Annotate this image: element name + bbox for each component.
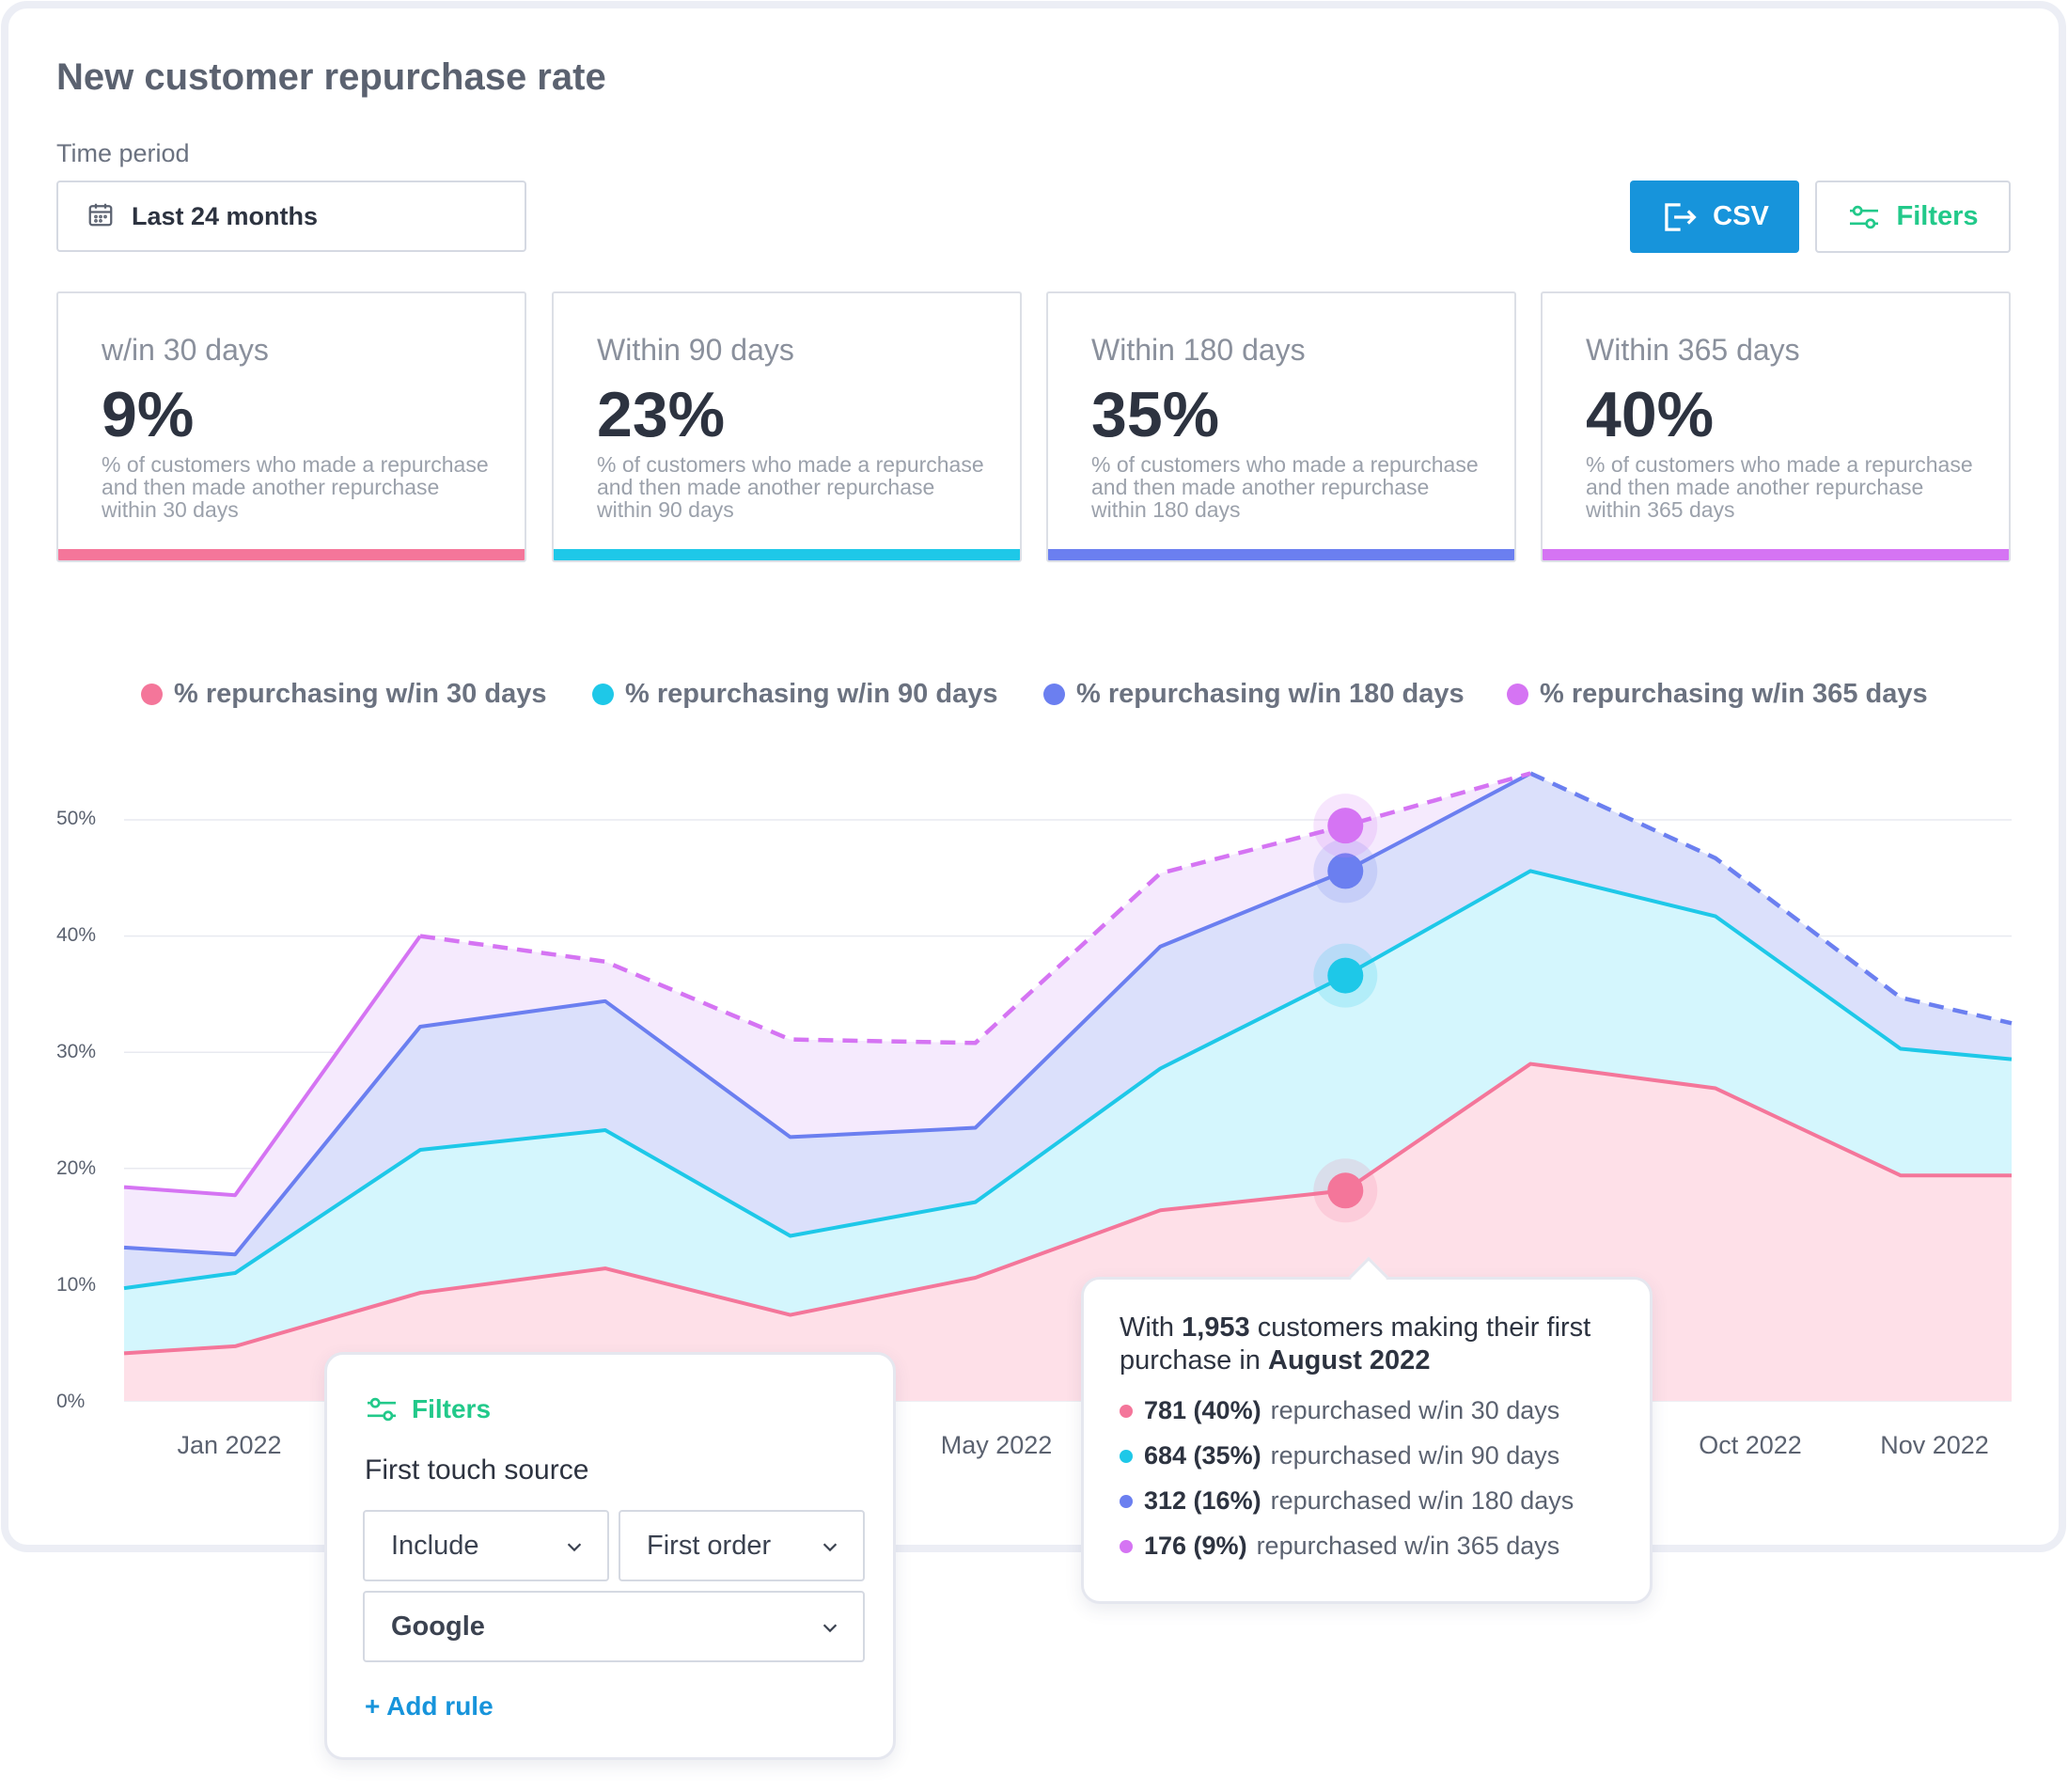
tooltip-row-text: repurchased w/in 180 days bbox=[1270, 1486, 1574, 1515]
csv-label: CSV bbox=[1713, 201, 1769, 231]
x-tick-label: Oct 2022 bbox=[1699, 1431, 1802, 1459]
highlight-point bbox=[1327, 853, 1364, 889]
x-tick-label: Jan 2022 bbox=[177, 1431, 282, 1459]
filters-popover-title: Filters bbox=[412, 1394, 492, 1423]
stat-accent-bar bbox=[58, 549, 525, 560]
legend-label: % repurchasing w/in 180 days bbox=[1076, 678, 1465, 709]
include-select-value: Include bbox=[391, 1530, 479, 1561]
time-period-select[interactable]: Last 24 months bbox=[56, 181, 526, 252]
page-title: New customer repurchase rate bbox=[56, 56, 606, 98]
legend-item-365-days[interactable]: % repurchasing w/in 365 days bbox=[1507, 675, 1928, 713]
series-line-0 bbox=[123, 1061, 2012, 1356]
stat-accent-bar bbox=[554, 549, 1020, 560]
tooltip-row-value: 781 (40%) bbox=[1144, 1396, 1261, 1424]
stat-card-30-days: w/in 30 days 9% % of customers who made … bbox=[56, 291, 526, 562]
series-line-180-dashed bbox=[1529, 771, 2013, 1026]
highlight-point bbox=[1327, 957, 1364, 994]
source-select[interactable]: Google bbox=[363, 1591, 865, 1662]
filters-popover-header: Filters bbox=[365, 1394, 491, 1424]
area-band-1 bbox=[124, 871, 2012, 1354]
legend-label: % repurchasing w/in 365 days bbox=[1540, 678, 1928, 709]
series-line-1 bbox=[123, 869, 2013, 1291]
stat-card-365-days: Within 365 days 40% % of customers who m… bbox=[1541, 291, 2011, 562]
calendar-icon bbox=[86, 200, 115, 233]
time-period-value: Last 24 months bbox=[132, 201, 319, 230]
add-rule-link[interactable]: + Add rule bbox=[365, 1691, 494, 1721]
stat-value: 40% bbox=[1586, 379, 1715, 450]
legend-dot bbox=[1507, 683, 1528, 705]
tooltip-heading: With 1,953 customers making their first … bbox=[1120, 1313, 1591, 1375]
tooltip-dot bbox=[1120, 1494, 1133, 1508]
y-tick-label: 20% bbox=[56, 1157, 97, 1179]
series-line-365-solid bbox=[123, 935, 422, 1198]
tooltip-row-90-days: 684 (35%) repurchased w/in 90 days bbox=[1120, 1441, 1559, 1470]
stat-accent-bar bbox=[1543, 549, 2009, 560]
stat-description: % of customers who made a repurchase and… bbox=[102, 452, 489, 522]
legend-label: % repurchasing w/in 90 days bbox=[625, 678, 998, 709]
tooltip-dot bbox=[1120, 1404, 1133, 1418]
tooltip-dot bbox=[1120, 1449, 1133, 1463]
time-period-label: Time period bbox=[56, 139, 190, 167]
legend-dot bbox=[1043, 683, 1065, 705]
legend-label: % repurchasing w/in 30 days bbox=[174, 678, 547, 709]
tooltip-row-value: 684 (35%) bbox=[1144, 1441, 1261, 1470]
y-tick-label: 40% bbox=[56, 924, 97, 946]
y-tick-label: 0% bbox=[56, 1391, 86, 1412]
legend-dot bbox=[592, 683, 614, 705]
tooltip-row-text: repurchased w/in 90 days bbox=[1270, 1441, 1560, 1470]
stat-card-90-days: Within 90 days 23% % of customers who ma… bbox=[552, 291, 1022, 562]
stat-value: 35% bbox=[1091, 379, 1220, 450]
stat-label: Within 90 days bbox=[597, 333, 794, 367]
tooltip-row-value: 312 (16%) bbox=[1144, 1486, 1261, 1515]
legend-item-30-days[interactable]: % repurchasing w/in 30 days bbox=[141, 675, 546, 713]
tooltip-row-30-days: 781 (40%) repurchased w/in 30 days bbox=[1120, 1396, 1559, 1425]
stat-description: % of customers who made a repurchase and… bbox=[1091, 452, 1479, 522]
stat-value: 9% bbox=[102, 379, 195, 450]
filter-field-label: First touch source bbox=[365, 1454, 589, 1485]
chevron-down-icon bbox=[567, 1543, 582, 1552]
stat-label: Within 180 days bbox=[1091, 333, 1306, 367]
tooltip-row-value: 176 (9%) bbox=[1144, 1532, 1247, 1560]
x-tick-label: May 2022 bbox=[940, 1431, 1053, 1459]
chevron-down-icon bbox=[822, 1624, 838, 1633]
tooltip-row-365-days: 176 (9%) repurchased w/in 365 days bbox=[1120, 1532, 1559, 1561]
area-band-2 bbox=[124, 773, 2012, 1289]
series-line-180 bbox=[123, 771, 1532, 1257]
source-select-value: Google bbox=[391, 1611, 485, 1642]
area-band-3 bbox=[124, 773, 2012, 1255]
data-point-tooltip: With 1,953 customers making their first … bbox=[1081, 1256, 1653, 1604]
stat-value: 23% bbox=[597, 379, 726, 450]
order-select-value: First order bbox=[647, 1530, 772, 1561]
filters-popover: Filters First touch source Include First… bbox=[324, 1352, 896, 1760]
include-select[interactable]: Include bbox=[363, 1510, 609, 1581]
x-tick-label: Nov 2022 bbox=[1880, 1431, 1989, 1459]
filters-button[interactable]: Filters bbox=[1815, 181, 2011, 253]
y-tick-label: 10% bbox=[56, 1274, 97, 1296]
stat-accent-bar bbox=[1048, 549, 1514, 560]
stat-label: Within 365 days bbox=[1586, 333, 1800, 367]
highlight-point bbox=[1327, 808, 1364, 844]
tooltip-dot bbox=[1120, 1539, 1133, 1553]
export-icon bbox=[1665, 202, 1697, 231]
y-tick-label: 50% bbox=[56, 808, 97, 829]
tooltip-row-text: repurchased w/in 30 days bbox=[1270, 1396, 1560, 1424]
y-tick-label: 30% bbox=[56, 1041, 97, 1062]
filters-label: Filters bbox=[1896, 201, 1979, 231]
stat-label: w/in 30 days bbox=[102, 333, 269, 367]
stat-description: % of customers who made a repurchase and… bbox=[597, 452, 984, 522]
csv-export-button[interactable]: CSV bbox=[1630, 181, 1799, 253]
tooltip-row-180-days: 312 (16%) repurchased w/in 180 days bbox=[1120, 1486, 1574, 1516]
sliders-icon bbox=[1850, 205, 1879, 228]
stat-card-180-days: Within 180 days 35% % of customers who m… bbox=[1046, 291, 1516, 562]
legend-item-90-days[interactable]: % repurchasing w/in 90 days bbox=[592, 675, 997, 713]
legend-item-180-days[interactable]: % repurchasing w/in 180 days bbox=[1043, 675, 1465, 713]
highlight-point bbox=[1327, 1172, 1364, 1209]
sliders-icon bbox=[368, 1397, 396, 1422]
legend-dot bbox=[141, 683, 163, 705]
tooltip-row-text: repurchased w/in 365 days bbox=[1256, 1532, 1560, 1560]
chevron-down-icon bbox=[822, 1543, 838, 1552]
order-select[interactable]: First order bbox=[619, 1510, 865, 1581]
stat-description: % of customers who made a repurchase and… bbox=[1586, 452, 1973, 522]
